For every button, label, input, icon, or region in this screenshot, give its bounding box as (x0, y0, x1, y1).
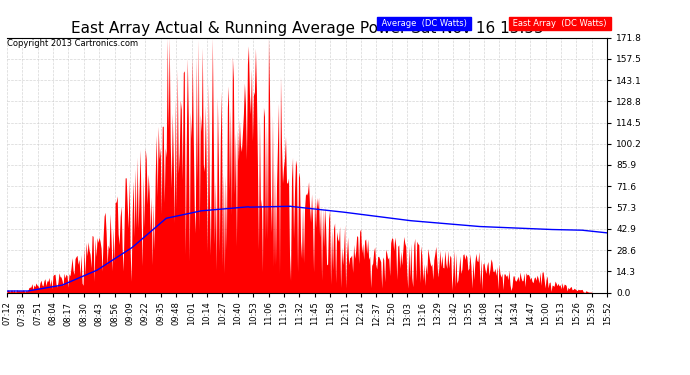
Text: East Array  (DC Watts): East Array (DC Watts) (510, 19, 609, 28)
Title: East Array Actual & Running Average Power Sat Nov 16 15:55: East Array Actual & Running Average Powe… (70, 21, 544, 36)
Text: Copyright 2013 Cartronics.com: Copyright 2013 Cartronics.com (7, 39, 138, 48)
Text: Average  (DC Watts): Average (DC Watts) (379, 19, 470, 28)
